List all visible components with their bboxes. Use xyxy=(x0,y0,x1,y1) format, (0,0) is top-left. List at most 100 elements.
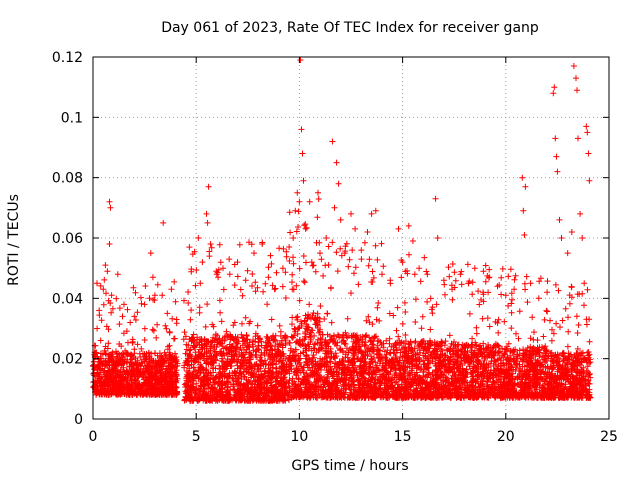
roti-point xyxy=(220,286,227,293)
roti-point xyxy=(113,348,119,355)
roti-point xyxy=(169,315,176,322)
roti-point xyxy=(252,279,259,286)
roti-point xyxy=(466,310,473,317)
roti-point xyxy=(172,298,179,305)
roti-point xyxy=(406,251,412,258)
roti-point xyxy=(138,345,145,352)
roti-point xyxy=(286,209,293,216)
roti-point xyxy=(427,295,434,302)
roti-point xyxy=(188,307,195,314)
roti-point xyxy=(419,313,426,320)
roti-point xyxy=(159,292,166,299)
roti-point xyxy=(418,325,425,332)
roti-point xyxy=(498,291,505,298)
roti-point xyxy=(446,273,453,280)
roti-point xyxy=(101,276,108,283)
roti-point xyxy=(181,329,188,336)
roti-point xyxy=(107,300,114,307)
roti-point xyxy=(173,320,180,327)
roti-point xyxy=(484,315,491,322)
roti-point xyxy=(134,309,141,316)
roti-point xyxy=(375,300,382,306)
roti-point xyxy=(283,248,290,255)
roti-point xyxy=(113,295,120,302)
roti-point xyxy=(273,269,280,276)
roti-point xyxy=(352,264,359,271)
data-points xyxy=(90,57,594,404)
roti-point xyxy=(268,316,275,323)
roti-point xyxy=(314,214,321,221)
roti-point xyxy=(505,273,512,280)
roti-point xyxy=(358,256,365,263)
roti-point xyxy=(482,278,489,285)
roti-point xyxy=(429,310,436,317)
roti-point xyxy=(188,266,195,273)
roti-point xyxy=(127,351,134,358)
roti-point xyxy=(445,264,452,271)
roti-point xyxy=(141,325,148,332)
roti-point xyxy=(348,290,354,297)
roti-point xyxy=(196,309,203,316)
roti-point xyxy=(268,260,275,267)
roti-point xyxy=(186,244,193,251)
roti-point xyxy=(118,351,125,358)
roti-point xyxy=(142,283,149,289)
roti-point xyxy=(154,321,161,328)
roti-point xyxy=(217,309,224,316)
roti-point xyxy=(109,305,116,312)
roti-point xyxy=(402,332,409,338)
roti-point xyxy=(395,333,402,340)
roti-point xyxy=(95,363,102,370)
roti-point xyxy=(501,318,508,325)
roti-point xyxy=(320,272,327,279)
roti-point xyxy=(260,288,267,295)
roti-point xyxy=(202,323,209,330)
roti-point xyxy=(113,351,120,357)
roti-point xyxy=(301,279,308,286)
roti-point xyxy=(150,327,157,334)
roti-point xyxy=(398,274,405,281)
roti-point xyxy=(125,339,131,346)
roti-point xyxy=(237,286,244,293)
roti-point xyxy=(316,239,323,246)
roti-point xyxy=(315,196,322,202)
roti-point xyxy=(374,304,381,311)
roti-point xyxy=(423,268,430,275)
roti-point xyxy=(276,245,283,252)
roti-point xyxy=(345,263,352,270)
roti-point xyxy=(94,280,100,287)
roti-point xyxy=(473,330,480,337)
roti-point xyxy=(374,256,381,263)
roti-point xyxy=(290,254,296,261)
roti-point xyxy=(495,329,502,336)
roti-point xyxy=(442,291,448,298)
roti-point xyxy=(244,267,251,274)
roti-point xyxy=(98,317,105,324)
roti-point xyxy=(218,318,225,325)
roti-point xyxy=(394,304,401,311)
roti-point xyxy=(433,301,440,308)
roti-point xyxy=(103,290,109,297)
roti-point xyxy=(131,346,138,353)
roti-point xyxy=(282,295,289,301)
roti-point xyxy=(380,263,387,270)
roti-point xyxy=(116,305,123,312)
roti-point xyxy=(366,256,373,263)
roti-point xyxy=(267,252,274,259)
roti-point xyxy=(286,258,293,264)
roti-point xyxy=(427,326,434,333)
roti-point xyxy=(97,337,104,344)
roti-point xyxy=(196,304,203,311)
roti-point xyxy=(265,264,272,271)
roti-point xyxy=(231,282,238,289)
roti-point xyxy=(469,279,476,286)
roti-point xyxy=(216,241,223,248)
roti-point xyxy=(369,268,376,275)
roti-point xyxy=(417,278,424,285)
roti-point xyxy=(346,256,353,263)
roti-point xyxy=(206,253,213,260)
roti-point xyxy=(141,337,148,343)
roti-point xyxy=(212,331,219,338)
roti-point xyxy=(105,326,112,333)
roti-point xyxy=(324,310,331,317)
